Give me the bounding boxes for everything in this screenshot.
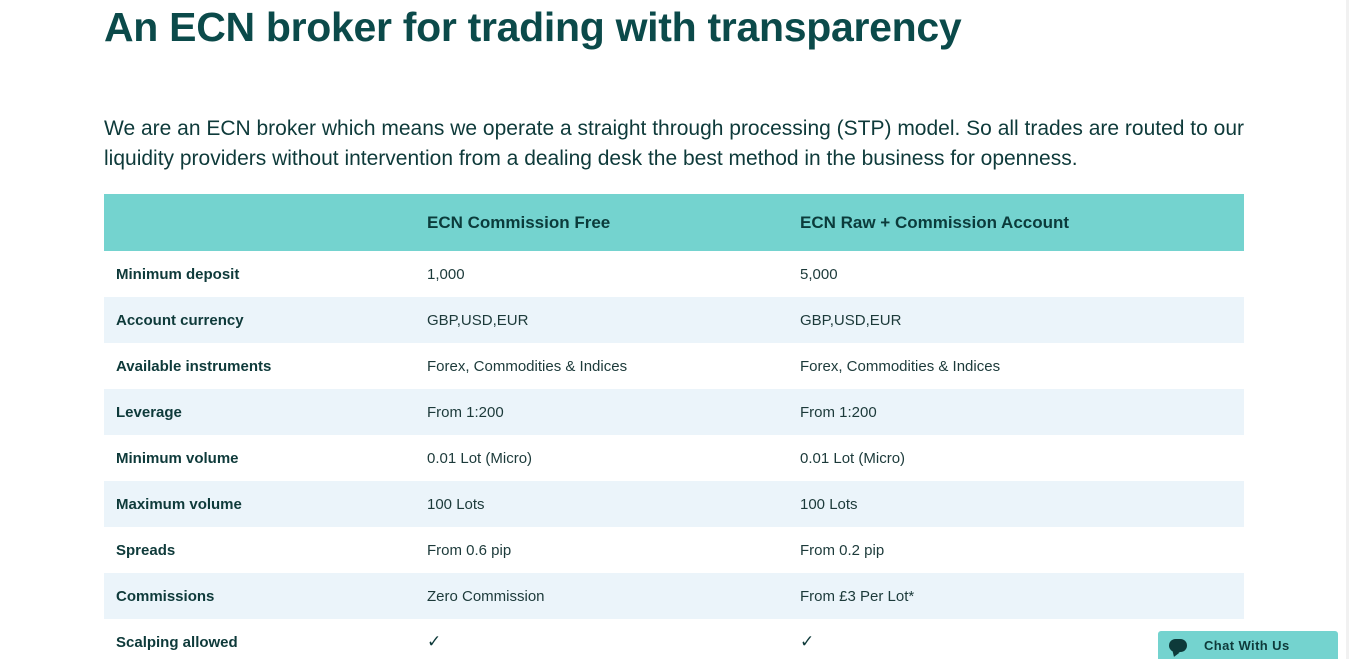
row-label: Minimum deposit [116,265,240,283]
cell-raw-commission: From 1:200 [800,403,877,421]
header-ecn-raw-commission: ECN Raw + Commission Account [800,212,1070,232]
table-row-scalping-allowed: Scalping allowed ✓ ✓ [104,619,1244,659]
cell-raw-commission: From 0.2 pip [800,541,885,559]
cell-raw-commission: Forex, Commodities & Indices [800,357,1001,375]
cell-commission-free: From 0.6 pip [427,541,512,559]
table-row-maximum-volume: Maximum volume 100 Lots 100 Lots [104,481,1244,527]
row-label: Account currency [116,311,244,329]
table-row-available-instruments: Available instruments Forex, Commodities… [104,343,1244,389]
cell-raw-commission: From £3 Per Lot* [800,587,915,605]
row-label: Scalping allowed [116,633,238,651]
cell-commission-free: From 1:200 [427,403,504,421]
chat-bubble-icon [1169,638,1187,652]
cell-commission-free: Zero Commission [427,587,545,605]
header-ecn-commission-free: ECN Commission Free [427,212,611,232]
checkmark-icon: ✓ [800,632,815,651]
row-label: Minimum volume [116,449,239,467]
header-empty [104,194,427,251]
row-label: Available instruments [116,357,272,375]
cell-commission-free: 0.01 Lot (Micro) [427,449,533,467]
row-label: Spreads [116,541,176,559]
cell-raw-commission: 0.01 Lot (Micro) [800,449,906,467]
cell-raw-commission: 5,000 [800,265,838,283]
cell-commission-free: 100 Lots [427,495,485,513]
row-label: Commissions [116,587,215,605]
cell-commission-free: 1,000 [427,265,465,283]
scrollbar[interactable] [1346,0,1349,659]
intro-paragraph: We are an ECN broker which means we oper… [104,117,1245,170]
row-label: Maximum volume [116,495,242,513]
table-row-leverage: Leverage From 1:200 From 1:200 [104,389,1244,435]
table-row-minimum-deposit: Minimum deposit 1,000 5,000 [104,251,1244,297]
table-row-minimum-volume: Minimum volume 0.01 Lot (Micro) 0.01 Lot… [104,435,1244,481]
cell-commission-free: Forex, Commodities & Indices [427,357,628,375]
checkmark-icon: ✓ [427,632,442,651]
page-title: An ECN broker for trading with transpare… [104,4,962,50]
table-header-row: ECN Commission Free ECN Raw + Commission… [104,194,1244,251]
cell-raw-commission: 100 Lots [800,495,858,513]
chat-with-us-button[interactable]: Chat With Us [1158,631,1338,659]
account-comparison-table: ECN Commission Free ECN Raw + Commission… [104,194,1244,659]
chat-label: Chat With Us [1204,637,1290,653]
table-row-account-currency: Account currency GBP,USD,EUR GBP,USD,EUR [104,297,1244,343]
cell-commission-free: GBP,USD,EUR [427,311,529,329]
table-row-spreads: Spreads From 0.6 pip From 0.2 pip [104,527,1244,573]
cell-raw-commission: GBP,USD,EUR [800,311,902,329]
table-row-commissions: Commissions Zero Commission From £3 Per … [104,573,1244,619]
row-label: Leverage [116,403,182,421]
